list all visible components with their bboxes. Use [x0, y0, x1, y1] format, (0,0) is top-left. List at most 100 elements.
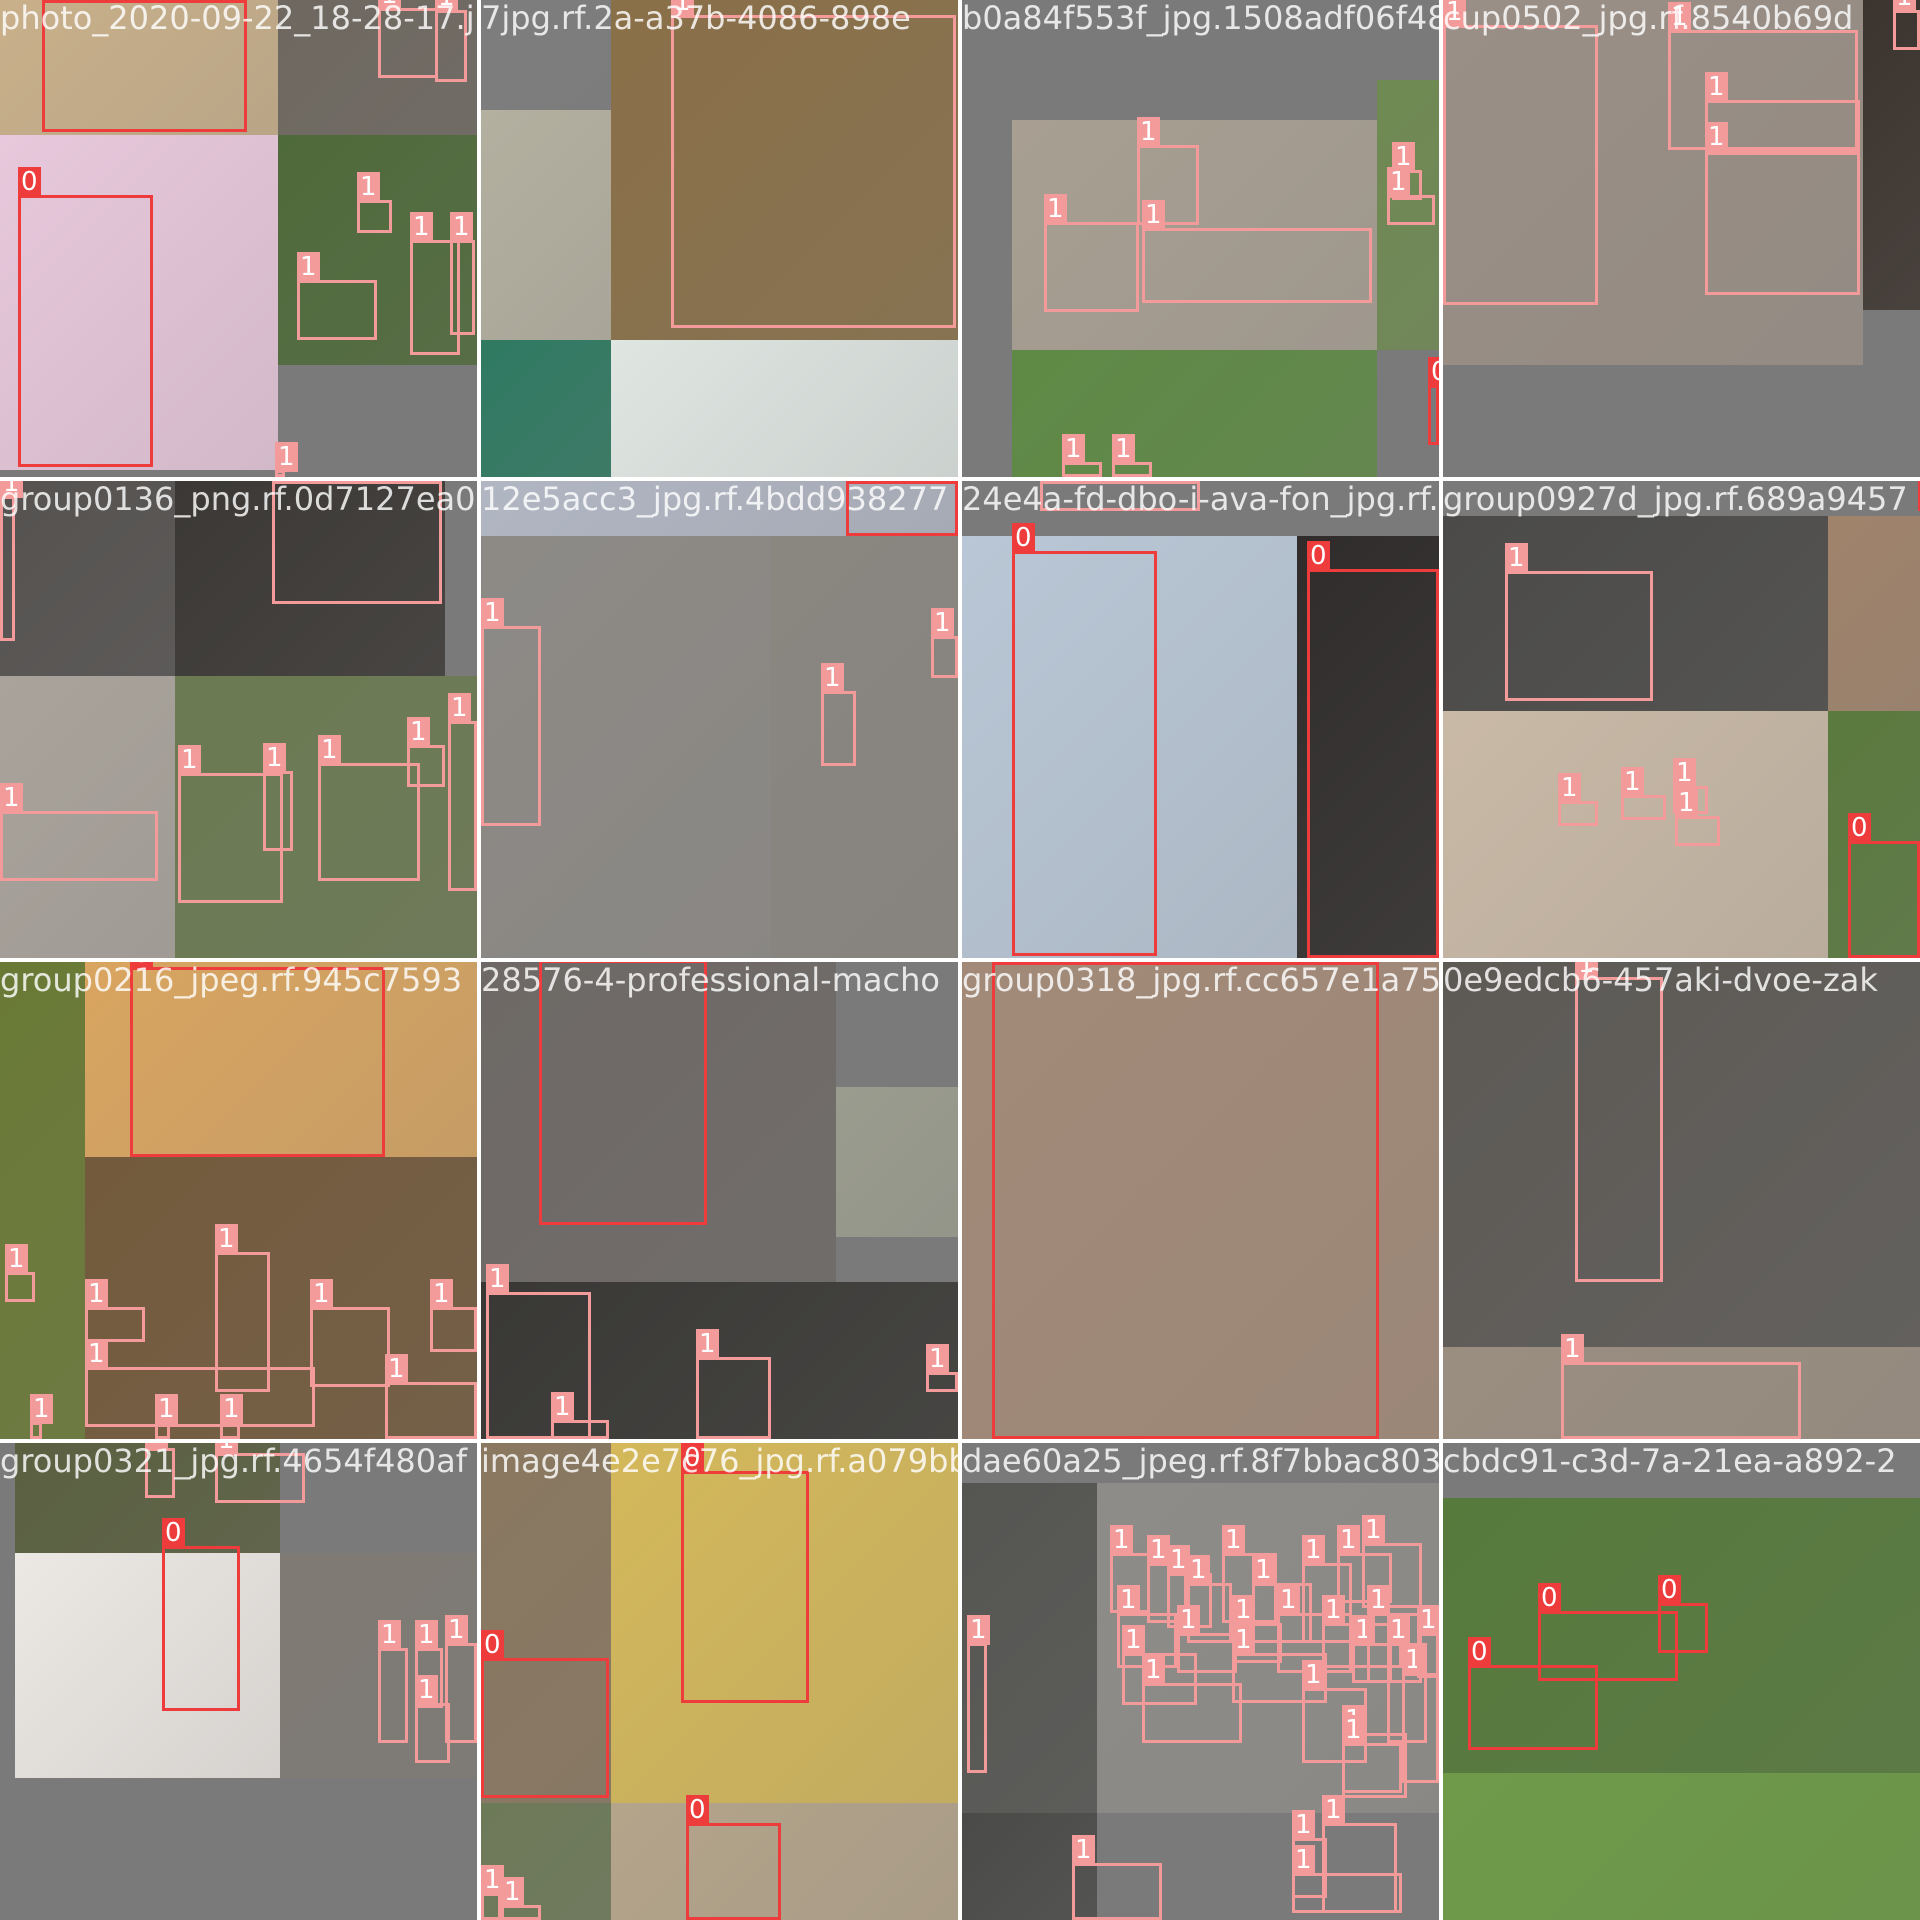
class-label: 1 — [486, 1264, 509, 1294]
class-label: 1 — [1122, 1625, 1145, 1655]
class-label: 0 — [1307, 541, 1330, 571]
mosaic-tile: 11111cup0502_jpg.rf.8540b69d — [1443, 0, 1920, 477]
photo-patch — [962, 536, 1297, 958]
class-label: 1 — [1222, 1525, 1245, 1555]
class-label: 1 — [1387, 167, 1410, 197]
class-label: 1 — [1147, 1535, 1170, 1565]
mosaic-tile: 111111111111111111111111111111dae60a25_j… — [962, 1443, 1439, 1920]
bounding-box: 1 — [1187, 1555, 1232, 1643]
class-label: 1 — [671, 0, 694, 17]
mosaic-tile: 001111111photo_2020-09-22_18-28-17.jpg — [0, 0, 477, 477]
class-label: 1 — [220, 1394, 243, 1424]
bounding-box: 1 — [1675, 788, 1720, 846]
bounding-box: 0 — [1848, 813, 1920, 958]
class-label: 1 — [1443, 0, 1466, 27]
class-label: 1 — [1561, 1334, 1584, 1364]
class-label: 1 — [1044, 194, 1067, 224]
photo-patch — [278, 0, 477, 135]
bounding-box: 1 — [272, 481, 442, 604]
class-label: 1 — [178, 745, 201, 775]
bounding-box: 0 — [1307, 541, 1439, 958]
class-label: 1 — [1675, 788, 1698, 818]
bounding-box: 1 — [215, 1224, 270, 1392]
class-label: 1 — [1302, 1535, 1325, 1565]
class-label: 1 — [145, 1443, 168, 1450]
class-label: 1 — [1575, 962, 1598, 979]
class-label: 1 — [318, 735, 341, 765]
class-label: 1 — [357, 172, 380, 202]
mosaic-tile: 01111111111group0216_jpeg.rf.945c7593 — [0, 962, 477, 1439]
photo-patch — [0, 1778, 280, 1920]
photo-patch — [611, 0, 958, 340]
class-label: 1 — [1142, 200, 1165, 230]
bounding-box: 0 — [1538, 1583, 1678, 1681]
class-label: 1 — [1668, 2, 1691, 32]
class-label: 1 — [272, 481, 295, 483]
class-label: 0 — [1428, 357, 1439, 387]
class-label: 1 — [1621, 767, 1644, 797]
photo-patch — [481, 1443, 611, 1803]
class-label: 1 — [155, 1394, 178, 1424]
bounding-box: 0 — [1428, 357, 1439, 445]
photo-patch — [481, 0, 611, 110]
bounding-box: 1 — [1417, 1605, 1439, 1678]
class-label: 1 — [1167, 1545, 1190, 1575]
bounding-box: 1 — [1277, 1585, 1352, 1673]
class-label: 0 — [686, 1795, 709, 1825]
class-label: 1 — [215, 1443, 238, 1455]
bounding-box: 1 — [1302, 1660, 1367, 1763]
bounding-box: 1 — [1387, 167, 1435, 225]
photo-patch — [771, 536, 958, 958]
class-label: 1 — [551, 1392, 574, 1422]
bounding-box: 1 — [445, 1615, 477, 1743]
bounding-box: 1 — [410, 212, 460, 355]
mosaic-tile: 0group0318_jpg.rf.cc657e1a751fc — [962, 962, 1439, 1439]
bounding-box: 0 — [992, 962, 1379, 1439]
photo-patch — [836, 1087, 958, 1237]
class-label: 1 — [1342, 1715, 1365, 1745]
mosaic-tile: 00124e4a-fd-dbo-i-ava-fon_jpg.rf.5 — [962, 481, 1439, 958]
class-label: 1 — [0, 481, 23, 498]
photo-patch — [0, 0, 278, 135]
bounding-box: 1 — [1122, 1625, 1197, 1705]
class-label: 1 — [1277, 1585, 1300, 1615]
bounding-box: 1 — [481, 598, 541, 826]
class-label: 1 — [967, 1615, 990, 1645]
bounding-box: 0 — [846, 481, 958, 536]
photo-patch — [175, 481, 445, 676]
bounding-box: 0 — [1012, 523, 1157, 956]
bounding-box: 1 — [486, 1264, 591, 1439]
class-label: 1 — [1110, 1525, 1133, 1555]
bounding-box: 1 — [145, 1443, 175, 1498]
class-label: 1 — [215, 1224, 238, 1254]
photo-patch — [0, 481, 175, 676]
bounding-box: 1 — [357, 172, 392, 233]
bounding-box: 1 — [1232, 1625, 1327, 1703]
class-label: 1 — [1040, 481, 1063, 483]
class-label: 1 — [1062, 434, 1085, 464]
bounding-box: 1 — [1402, 1645, 1439, 1783]
bounding-box: 1 — [931, 608, 958, 678]
photo-patch — [0, 135, 278, 470]
class-label: 1 — [310, 1279, 333, 1309]
bounding-box: 1 — [821, 663, 856, 766]
class-label: 1 — [1362, 1515, 1385, 1545]
bounding-box: 1 — [1137, 117, 1199, 225]
class-label: 1 — [1117, 1585, 1140, 1615]
class-label: 1 — [415, 1675, 438, 1705]
bounding-box: 1 — [1505, 543, 1653, 701]
photo-patch — [15, 1553, 280, 1778]
bounding-box: 1 — [385, 1354, 477, 1439]
class-label: 1 — [1072, 1835, 1095, 1865]
bounding-box: 1 — [1705, 72, 1860, 155]
bounding-box: 1 — [378, 1620, 408, 1743]
class-label: 1 — [1387, 1615, 1410, 1645]
class-label: 1 — [1367, 1585, 1390, 1615]
photo-patch — [1297, 536, 1439, 958]
class-label: 1 — [297, 252, 320, 282]
bounding-box: 1 — [551, 1392, 609, 1439]
class-label: 1 — [445, 1615, 468, 1645]
bounding-box: 1 — [1342, 1715, 1402, 1793]
class-label: 1 — [1505, 543, 1528, 573]
class-label: 1 — [435, 0, 458, 12]
